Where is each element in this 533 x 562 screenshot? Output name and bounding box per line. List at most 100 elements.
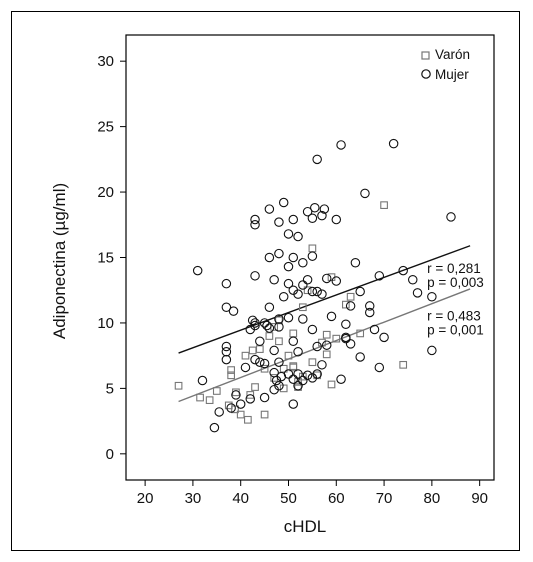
data-point-mujer bbox=[317, 360, 327, 370]
data-point-mujer bbox=[209, 422, 220, 433]
data-point-mujer bbox=[398, 265, 408, 276]
annotation-line: r = 0,483 bbox=[427, 308, 481, 323]
data-point-mujer bbox=[226, 403, 236, 413]
data-point-varon bbox=[279, 364, 288, 373]
data-point-mujer bbox=[302, 274, 313, 285]
x-axis-title: cHDL bbox=[284, 517, 327, 536]
data-point-mujer bbox=[298, 375, 308, 386]
data-point-varon bbox=[244, 415, 252, 424]
data-point-mujer bbox=[319, 204, 330, 214]
data-point-varon bbox=[308, 358, 317, 367]
chart-frame: 20 30 40 50 60 70 80 90 0 5 10 15 20 25 30 r = 0,281 p =… bbox=[11, 11, 520, 551]
data-point-mujer bbox=[317, 289, 327, 299]
data-point-mujer bbox=[288, 336, 299, 347]
data-point-mujer bbox=[336, 374, 346, 384]
x-tick-label: 30 bbox=[185, 490, 202, 507]
data-point-mujer bbox=[302, 370, 313, 381]
data-point-mujer bbox=[250, 354, 260, 365]
data-point-mujer bbox=[274, 248, 284, 259]
data-point-mujer bbox=[274, 314, 284, 324]
data-point-mujer bbox=[283, 369, 294, 379]
data-point-varon bbox=[275, 337, 283, 346]
data-point-mujer bbox=[388, 138, 399, 149]
y-axis-title: Adiponectina (µg/ml) bbox=[50, 183, 69, 339]
data-point-mujer bbox=[374, 271, 385, 281]
data-point-mujer bbox=[310, 203, 320, 213]
data-point-varon bbox=[303, 286, 312, 295]
data-point-mujer bbox=[221, 341, 232, 352]
regression-line-mujer bbox=[178, 245, 471, 354]
data-point-mujer bbox=[364, 307, 375, 318]
data-point-mujer bbox=[255, 336, 265, 347]
data-point-mujer bbox=[355, 352, 365, 362]
data-point-mujer bbox=[412, 288, 423, 298]
data-point-varon bbox=[356, 329, 365, 338]
data-point-varon bbox=[284, 351, 293, 360]
data-point-varon bbox=[205, 396, 214, 405]
regression-line-varon bbox=[178, 288, 471, 403]
data-point-mujer bbox=[427, 345, 437, 356]
y-tick-label: 25 bbox=[97, 119, 114, 136]
data-point-mujer bbox=[231, 390, 241, 400]
data-point-varon bbox=[341, 300, 350, 309]
data-point-mujer bbox=[274, 357, 284, 367]
data-point-mujer bbox=[235, 399, 246, 409]
data-point-varon bbox=[196, 393, 204, 402]
data-point-mujer bbox=[293, 381, 303, 391]
y-tick-label: 20 bbox=[97, 184, 114, 201]
data-point-mujer bbox=[259, 392, 270, 403]
y-tick-label: 5 bbox=[106, 380, 114, 397]
data-point-mujer bbox=[350, 257, 361, 268]
data-point-mujer bbox=[221, 354, 232, 365]
data-point-mujer bbox=[288, 214, 299, 225]
data-point-mujer bbox=[317, 210, 327, 221]
data-point-mujer bbox=[336, 140, 346, 150]
x-tick-label: 90 bbox=[471, 490, 488, 507]
data-point-mujer bbox=[298, 280, 308, 290]
data-point-mujer bbox=[259, 358, 270, 369]
data-point-varon bbox=[380, 201, 388, 209]
data-point-varon bbox=[327, 380, 336, 389]
data-point-varon bbox=[224, 401, 233, 410]
data-point-mujer bbox=[408, 274, 418, 285]
data-point-mujer bbox=[326, 311, 337, 322]
legend: Varón Mujer bbox=[421, 47, 470, 82]
legend-marker-varon bbox=[421, 51, 430, 60]
data-point-mujer bbox=[312, 286, 322, 297]
data-point-varon bbox=[212, 387, 221, 395]
legend-label-mujer: Mujer bbox=[435, 67, 469, 82]
data-point-varon bbox=[265, 332, 274, 340]
data-point-mujer bbox=[228, 306, 239, 316]
data-point-mujer bbox=[312, 154, 322, 165]
data-point-varon bbox=[260, 410, 269, 419]
data-point-mujer bbox=[302, 206, 313, 217]
data-point-varon bbox=[289, 362, 298, 370]
x-tick-label: 80 bbox=[424, 490, 441, 507]
data-point-mujer bbox=[298, 314, 308, 324]
data-point-mujer bbox=[283, 312, 294, 323]
data-point-mujer bbox=[345, 301, 356, 311]
x-tick-label: 60 bbox=[328, 490, 345, 507]
data-point-mujer bbox=[247, 315, 258, 326]
data-point-varon bbox=[279, 384, 288, 393]
x-tick-label: 40 bbox=[232, 490, 249, 507]
data-point-varon bbox=[241, 351, 250, 360]
data-point-mujer bbox=[240, 362, 251, 373]
x-tick-label: 70 bbox=[376, 490, 393, 507]
data-point-mujer bbox=[274, 217, 284, 227]
data-point-mujer bbox=[269, 274, 279, 285]
data-point-mujer bbox=[312, 341, 322, 352]
data-point-mujer bbox=[374, 362, 385, 373]
legend-label-varon: Varón bbox=[435, 47, 470, 62]
data-point-mujer bbox=[427, 292, 437, 302]
data-point-mujer bbox=[293, 289, 303, 299]
legend-marker-mujer bbox=[421, 69, 431, 79]
data-point-mujer bbox=[345, 339, 356, 349]
data-point-varon bbox=[298, 303, 307, 312]
data-point-mujer bbox=[250, 214, 260, 225]
data-point-mujer bbox=[288, 399, 299, 409]
data-point-mujer bbox=[262, 320, 272, 331]
data-point-mujer bbox=[245, 394, 256, 404]
